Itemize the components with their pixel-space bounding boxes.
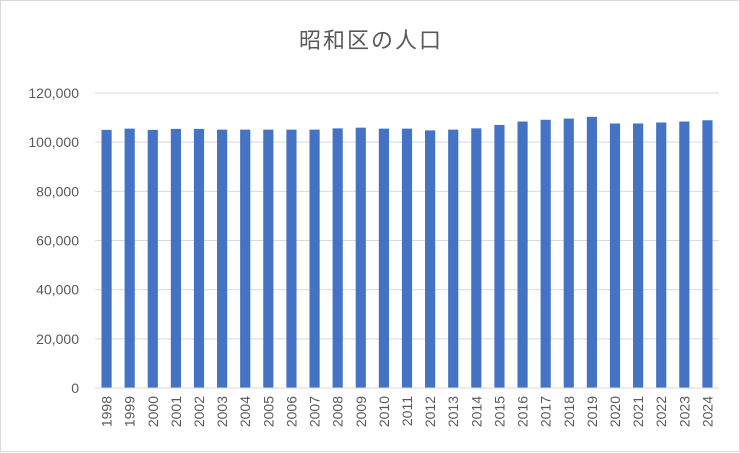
- x-tick-label: 2009: [353, 396, 369, 427]
- x-tick-label: 2010: [376, 396, 392, 427]
- x-tick-label: 2019: [584, 396, 600, 427]
- y-tick-label: 80,000: [36, 183, 79, 199]
- x-tick-label: 2023: [676, 396, 692, 427]
- bar-2009: [355, 127, 366, 388]
- bar-2005: [263, 129, 274, 389]
- x-tick-label: 2005: [260, 396, 276, 427]
- bar-2022: [656, 122, 667, 388]
- bar-2019: [586, 116, 597, 389]
- y-tick-label: 60,000: [36, 233, 79, 249]
- bar-2004: [240, 129, 251, 389]
- bar-2010: [378, 128, 389, 388]
- x-tick-label: 2008: [330, 396, 346, 427]
- x-tick-label: 2007: [307, 396, 323, 427]
- chart-title: 昭和区の人口: [298, 29, 443, 54]
- y-tick-label: 0: [71, 380, 79, 396]
- bar-2015: [494, 124, 505, 388]
- bar-2013: [448, 129, 459, 389]
- x-tick-label: 2021: [630, 396, 646, 427]
- bar-2001: [170, 128, 181, 388]
- bar-2002: [193, 128, 205, 388]
- x-tick-label: 2017: [538, 396, 554, 427]
- x-tick-label: 2013: [445, 396, 461, 427]
- bar-2000: [147, 129, 158, 388]
- x-tick-label: 2020: [607, 396, 623, 427]
- x-tick-label: 2004: [237, 396, 253, 427]
- x-tick-label: 2016: [515, 396, 531, 427]
- x-tick-label: 2012: [422, 396, 438, 427]
- bar-2024: [702, 120, 713, 388]
- bar-2014: [471, 128, 482, 388]
- x-tick-label: 2024: [699, 396, 715, 427]
- x-tick-label: 2003: [214, 396, 230, 427]
- bar-2011: [401, 128, 413, 388]
- bar-2006: [286, 129, 297, 389]
- x-tick-label: 2015: [491, 396, 507, 427]
- bar-2020: [609, 123, 621, 388]
- bar-2021: [633, 123, 644, 388]
- x-tick-label: 1999: [122, 396, 138, 427]
- bar-2003: [217, 129, 228, 389]
- y-tick-label: 20,000: [36, 331, 79, 347]
- x-tick-label: 2000: [145, 396, 161, 427]
- y-tick-label: 40,000: [36, 282, 79, 298]
- bar-2018: [563, 118, 574, 389]
- x-tick-label: 2022: [653, 396, 669, 427]
- x-tick-label: 2002: [191, 396, 207, 427]
- bar-2017: [540, 119, 551, 388]
- x-tick-label: 1998: [99, 396, 115, 427]
- bar-2008: [332, 128, 343, 388]
- bar-2012: [425, 130, 436, 388]
- y-tick-label: 120,000: [28, 85, 79, 101]
- bar-1999: [124, 128, 135, 388]
- x-tick-label: 2011: [399, 396, 415, 426]
- bar-2016: [517, 121, 528, 389]
- y-tick-label: 100,000: [28, 134, 79, 150]
- bar-2023: [679, 121, 690, 389]
- bar-1998: [101, 129, 112, 388]
- x-tick-label: 2001: [168, 396, 184, 427]
- x-tick-label: 2018: [561, 396, 577, 427]
- bar-2007: [309, 129, 320, 389]
- x-tick-label: 2014: [468, 396, 484, 427]
- x-tick-label: 2006: [283, 396, 299, 427]
